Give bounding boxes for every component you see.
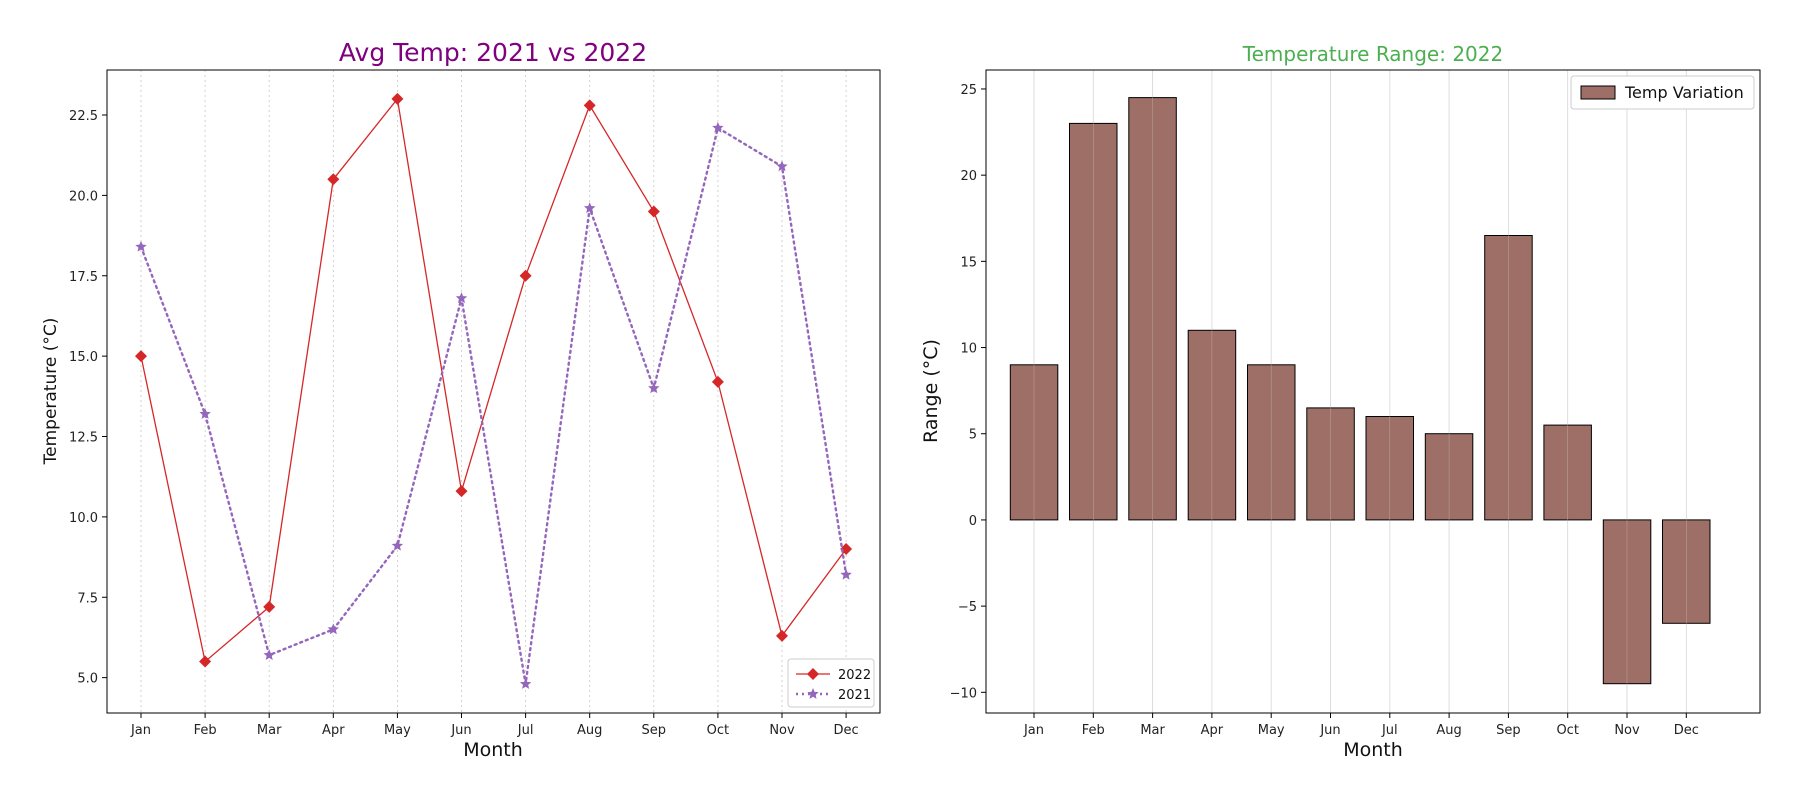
bar-chart-title: Temperature Range: 2022 [1242, 42, 1503, 66]
x-tick-label: Feb [1082, 723, 1105, 738]
data-point-2021 [327, 623, 340, 635]
y-tick-label: 7.5 [77, 591, 98, 606]
y-tick-label: 15 [960, 255, 977, 270]
data-point-2021 [648, 382, 660, 394]
x-tick-label: Dec [834, 723, 859, 738]
x-tick-label: Jun [450, 723, 471, 738]
data-point-2022 [519, 269, 532, 282]
y-tick-label: 10 [960, 342, 977, 357]
bar-chart-panel: Temperature Range: 2022 Jan Feb Mar Apr May J… [920, 42, 1761, 761]
data-point-2022 [455, 485, 468, 498]
series-line-2021 [139, 126, 848, 685]
x-tick-label: Jul [1381, 723, 1398, 738]
x-tick-label: Mar [257, 723, 282, 738]
line-chart-y-axis-label: Temperature (°C) [41, 318, 61, 466]
data-point-2022 [391, 92, 404, 105]
data-point-2022 [199, 655, 212, 668]
data-point-2022 [263, 600, 276, 613]
y-tick-label: 20.0 [69, 189, 98, 204]
data-point-2022 [583, 99, 596, 112]
x-tick-label: Aug [577, 723, 602, 738]
data-point-2021 [583, 202, 596, 214]
line-chart-y-ticks: 5.0 7.5 10.0 12.5 15.0 17.5 20.0 22.5 [69, 109, 107, 687]
bar-chart-y-ticks: −10 −5 0 5 10 15 20 25 [950, 83, 986, 701]
data-point-2022 [647, 205, 660, 218]
y-tick-label: −5 [958, 600, 977, 615]
x-tick-label: Jan [1023, 723, 1044, 738]
y-tick-label: 12.5 [69, 431, 98, 446]
data-point-2021 [263, 649, 275, 660]
y-tick-label: 20 [960, 169, 977, 184]
legend-swatch [1580, 85, 1616, 100]
line-chart-x-ticks: Jan Feb Mar Apr May Jun Jul Aug Sep Oct Nov Dec [130, 713, 859, 738]
y-tick-label: 15.0 [69, 350, 98, 365]
y-tick-label: 5 [969, 428, 977, 443]
data-point-2021 [519, 678, 532, 689]
line-chart-gridlines [140, 70, 847, 713]
line-chart-plot-area [106, 69, 881, 714]
line-chart-panel: Avg Temp: 2021 vs 2022 Jan Feb Mar Apr May Ju… [41, 38, 881, 761]
x-tick-label: Apr [322, 723, 345, 738]
data-point-2021 [391, 539, 404, 551]
x-tick-label: May [1258, 723, 1285, 738]
data-point-2021 [712, 121, 724, 133]
bar-chart-x-ticks: Jan Feb Mar Apr May Jun Jul Aug Sep Oct Nov Dec [1023, 713, 1699, 738]
data-point-2021 [199, 408, 211, 419]
x-tick-label: Jan [130, 723, 151, 738]
x-tick-label: Sep [642, 723, 667, 738]
series-line-2022 [140, 97, 847, 663]
x-tick-label: Aug [1436, 723, 1461, 738]
line-chart-title: Avg Temp: 2021 vs 2022 [339, 38, 647, 67]
line-chart-legend: 2022 2021 [787, 658, 875, 708]
x-tick-label: Jul [517, 723, 534, 738]
bar-chart-plot-area [985, 69, 1761, 714]
legend-label: Temp Variation [1624, 83, 1744, 102]
y-tick-label: 25 [960, 83, 977, 98]
data-point-2022 [135, 350, 147, 363]
x-tick-label: Nov [769, 723, 795, 738]
data-point-2022 [327, 173, 340, 186]
x-tick-label: Jun [1319, 723, 1340, 738]
y-tick-label: 22.5 [69, 109, 98, 124]
y-tick-label: 5.0 [77, 672, 98, 687]
legend-label: 2021 [838, 688, 871, 703]
y-tick-label: 10.0 [69, 511, 98, 526]
bar-chart-bars [1009, 70, 1711, 713]
legend-marker [807, 688, 819, 699]
bar-chart-legend: Temp Variation [1570, 75, 1755, 110]
data-point-2022 [776, 629, 788, 642]
x-tick-label: Nov [1614, 723, 1640, 738]
data-point-2021 [135, 240, 147, 252]
legend-label: 2022 [838, 668, 871, 683]
line-chart-x-axis-label: Month [463, 739, 523, 761]
y-tick-label: 0 [969, 514, 977, 529]
data-point-2021 [776, 160, 788, 172]
data-point-2021 [840, 568, 852, 580]
data-point-2021 [455, 292, 468, 304]
x-tick-label: Feb [194, 723, 217, 738]
x-tick-label: Dec [1674, 723, 1699, 738]
line-chart-series [135, 92, 853, 689]
x-tick-label: Oct [707, 723, 729, 738]
x-tick-label: Mar [1140, 723, 1165, 738]
x-tick-label: Apr [1201, 723, 1224, 738]
bar-chart-y-axis-label: Range (°C) [920, 339, 942, 443]
y-tick-label: 17.5 [69, 270, 98, 285]
x-tick-label: Sep [1496, 723, 1521, 738]
legend-marker [807, 668, 819, 680]
bar-chart-x-axis-label: Month [1343, 739, 1403, 761]
data-point-2022 [711, 375, 724, 388]
x-tick-label: Oct [1556, 723, 1578, 738]
x-tick-label: May [384, 723, 411, 738]
y-tick-label: −10 [950, 686, 977, 701]
